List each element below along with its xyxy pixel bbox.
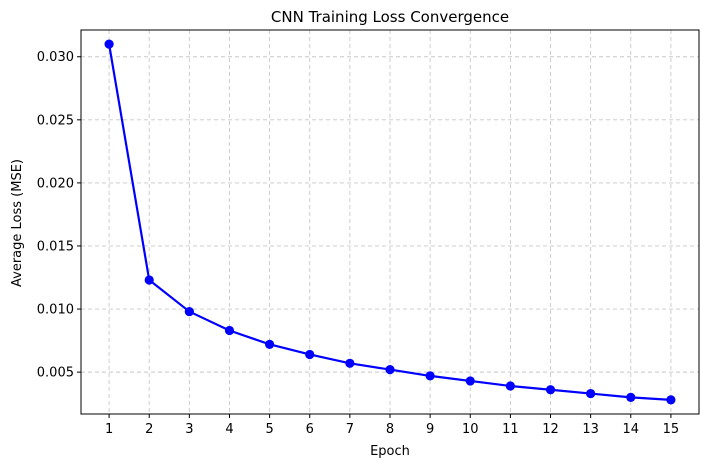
y-tick-label: 0.010	[37, 303, 74, 318]
loss-point	[545, 385, 556, 395]
x-tick-label: 1	[105, 422, 113, 437]
x-tick-label: 9	[426, 422, 434, 437]
loss-point	[465, 376, 475, 386]
loss-point	[586, 388, 596, 399]
y-tick-label: 0.030	[37, 50, 74, 65]
loss-point	[184, 306, 194, 317]
x-tick-label: 3	[185, 422, 193, 437]
y-tick-label: 0.005	[37, 366, 74, 381]
loss-point	[345, 358, 355, 368]
loss-point	[666, 395, 676, 405]
y-tick-label: 0.025	[37, 113, 74, 128]
loss-point	[305, 349, 315, 360]
x-axis-ticks: 1 2 3 4 5 6 7 8 9 10 11 12 13 14 15	[105, 414, 679, 437]
x-tick-label: 12	[542, 422, 559, 437]
loss-point	[626, 392, 636, 402]
loss-point	[385, 364, 395, 375]
x-tick-label: 15	[663, 422, 680, 437]
x-tick-label: 6	[306, 422, 314, 437]
x-tick-label: 14	[623, 422, 640, 437]
y-axis-ticks: 0.005 0.010 0.015 0.020 0.025 0.030	[37, 50, 81, 381]
series-layer	[104, 39, 676, 405]
y-axis-label: Average Loss (MSE)	[10, 159, 25, 287]
loss-point	[224, 325, 235, 336]
x-tick-label: 10	[462, 422, 479, 437]
loss-point	[265, 339, 275, 349]
y-tick-label: 0.015	[37, 239, 74, 254]
x-tick-label: 8	[386, 422, 394, 437]
chart-title: CNN Training Loss Convergence	[271, 8, 509, 26]
loss-point	[144, 275, 154, 285]
loss-point	[505, 381, 515, 391]
x-tick-label: 5	[265, 422, 273, 437]
x-tick-label: 7	[346, 422, 354, 437]
x-tick-label: 4	[225, 422, 233, 437]
x-tick-label: 2	[145, 422, 153, 437]
y-tick-label: 0.020	[37, 176, 74, 191]
x-axis-label: Epoch	[370, 444, 410, 459]
loss-point	[104, 39, 114, 49]
loss-point	[425, 371, 435, 381]
x-tick-label: 13	[582, 422, 599, 437]
x-tick-label: 11	[502, 422, 519, 437]
